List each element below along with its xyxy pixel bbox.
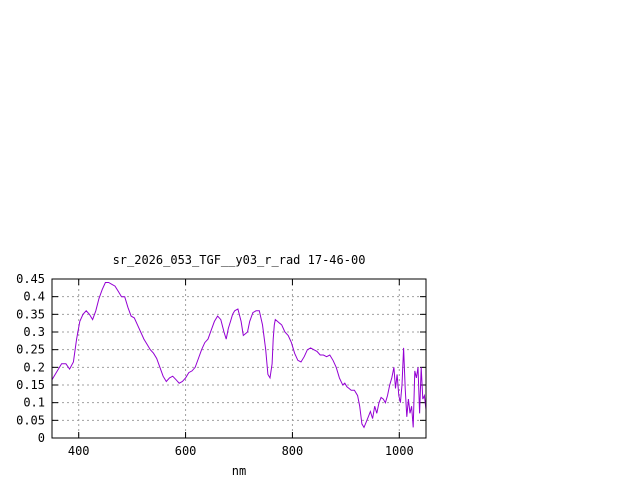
ticks: 0 0.05 0.1 0.15 0.2 0.25 0.3 0.35 0.4 0.45 400 600 8… <box>16 272 426 458</box>
y-tick-label: 0.45 <box>16 272 45 286</box>
y-tick-label: 0.2 <box>23 360 45 374</box>
x-tick-label: 1000 <box>385 444 414 458</box>
y-tick-label: 0.4 <box>23 290 45 304</box>
spectrum-line <box>51 282 427 429</box>
x-axis-label: nm <box>232 464 246 478</box>
y-tick-label: 0.3 <box>23 325 45 339</box>
x-tick-label: 600 <box>175 444 197 458</box>
y-tick-label: 0 <box>38 431 45 445</box>
chart-title: sr_2026_053_TGF__y03_r_rad 17-46-00 <box>113 253 366 267</box>
y-tick-label: 0.15 <box>16 378 45 392</box>
y-tick-label: 0.35 <box>16 307 45 321</box>
y-tick-label: 0.25 <box>16 343 45 357</box>
y-tick-label: 0.1 <box>23 396 45 410</box>
x-tick-label: 400 <box>68 444 90 458</box>
plot-border <box>51 278 427 439</box>
grid <box>52 279 426 438</box>
y-tick-label: 0.05 <box>16 413 45 427</box>
x-tick-label: 800 <box>282 444 304 458</box>
